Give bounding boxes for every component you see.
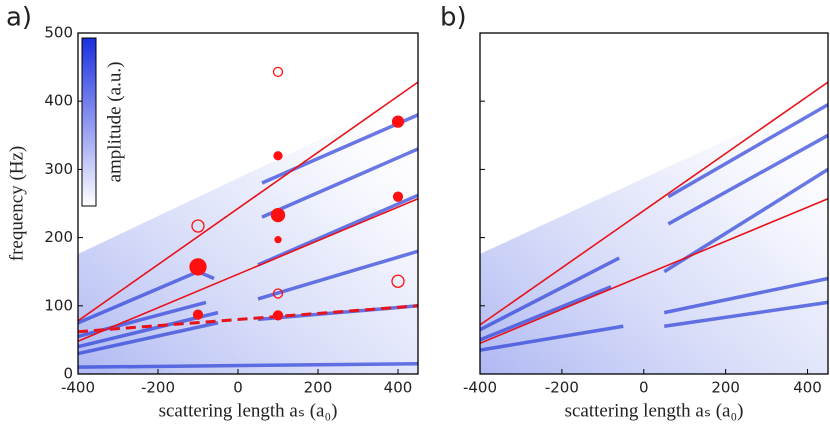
x-tick-label: 400 [384, 379, 413, 397]
spectrum-background [78, 93, 418, 374]
colorbar [81, 37, 97, 207]
spectral-branch [77, 321, 219, 356]
x-axis-label: scattering length aₛ (a₀) [565, 400, 744, 421]
y-axis-label: frequency (Hz) [6, 146, 27, 262]
panel-label: b) [440, 3, 467, 33]
data-point [272, 310, 284, 321]
spectral-branch [257, 249, 419, 301]
spectral-branch [479, 324, 624, 352]
panel-label: a) [6, 3, 32, 33]
x-tick-label: 200 [711, 379, 740, 397]
fit-line [479, 197, 829, 345]
data-point [273, 151, 283, 161]
spectral-branch [479, 256, 621, 332]
data-point [274, 235, 282, 244]
spectral-branch [261, 113, 419, 185]
spectral-branch [77, 362, 419, 369]
spectral-branch [667, 103, 829, 199]
data-point [391, 274, 405, 288]
x-tick-label: 400 [793, 379, 822, 397]
spectral-branch [663, 300, 829, 328]
data-point [189, 258, 207, 276]
fit-line [77, 197, 419, 343]
x-tick-label: 0 [639, 379, 649, 397]
x-tick-label: 200 [304, 379, 333, 397]
x-tick-label: -400 [61, 379, 95, 397]
spectral-branch [261, 147, 419, 219]
y-tick-label: 100 [44, 296, 73, 314]
spectral-branch [479, 285, 612, 342]
plot-frame [479, 32, 829, 375]
y-tick-label: 500 [44, 24, 73, 42]
y-tick-label: 300 [44, 160, 73, 178]
data-point [272, 288, 284, 299]
data-point [392, 191, 404, 202]
data-point [270, 207, 286, 223]
data-point [391, 115, 405, 128]
data-point [272, 66, 284, 78]
x-tick-label: -400 [463, 379, 497, 397]
x-tick-label: -200 [141, 379, 175, 397]
spectral-branch [257, 193, 419, 267]
spectral-branch [667, 133, 829, 226]
x-tick-label: 0 [233, 379, 243, 397]
y-tick-label: 400 [44, 92, 73, 110]
x-tick-label: -200 [545, 379, 579, 397]
data-point [192, 309, 204, 320]
y-tick-label: 0 [63, 365, 73, 383]
fit-line [77, 81, 419, 322]
data-point [191, 219, 205, 233]
x-axis-label: scattering length aₛ (a₀) [159, 400, 338, 421]
fit-line [77, 304, 419, 334]
plot-frame [77, 32, 419, 375]
y-tick-label: 200 [44, 228, 73, 246]
spectral-branch [663, 276, 829, 315]
fit-line [479, 81, 829, 326]
colorbar-label: amplitude (a.u.) [104, 62, 125, 183]
